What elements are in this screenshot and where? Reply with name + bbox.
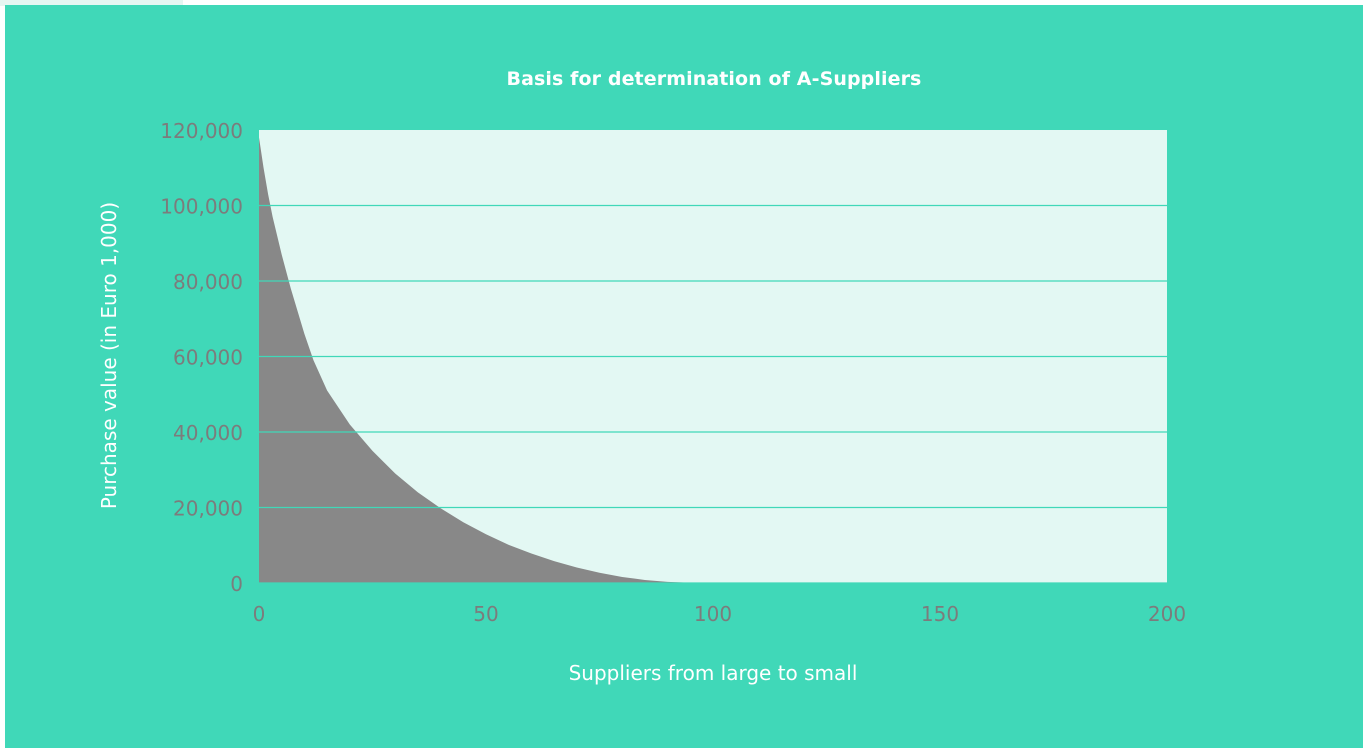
y-tick-label: 80,000 bbox=[173, 270, 243, 294]
x-tick-label: 200 bbox=[1148, 602, 1186, 626]
x-tick-label: 0 bbox=[253, 602, 266, 626]
y-tick-label: 0 bbox=[230, 572, 243, 596]
x-axis-label: Suppliers from large to small bbox=[569, 661, 858, 685]
x-tick-label: 100 bbox=[694, 602, 732, 626]
x-tick-label: 150 bbox=[921, 602, 959, 626]
y-tick-label: 40,000 bbox=[173, 421, 243, 445]
area-series bbox=[259, 137, 1167, 584]
y-tick-label: 20,000 bbox=[173, 497, 243, 521]
y-tick-label: 120,000 bbox=[160, 119, 243, 143]
x-tick-label: 50 bbox=[473, 602, 498, 626]
corner-tab bbox=[0, 0, 183, 6]
chart-title: Basis for determination of A-Suppliers bbox=[506, 68, 922, 90]
y-tick-label: 100,000 bbox=[160, 195, 243, 219]
y-tick-label: 60,000 bbox=[173, 346, 243, 370]
y-axis-label: Purchase value (in Euro 1,000) bbox=[97, 202, 121, 509]
